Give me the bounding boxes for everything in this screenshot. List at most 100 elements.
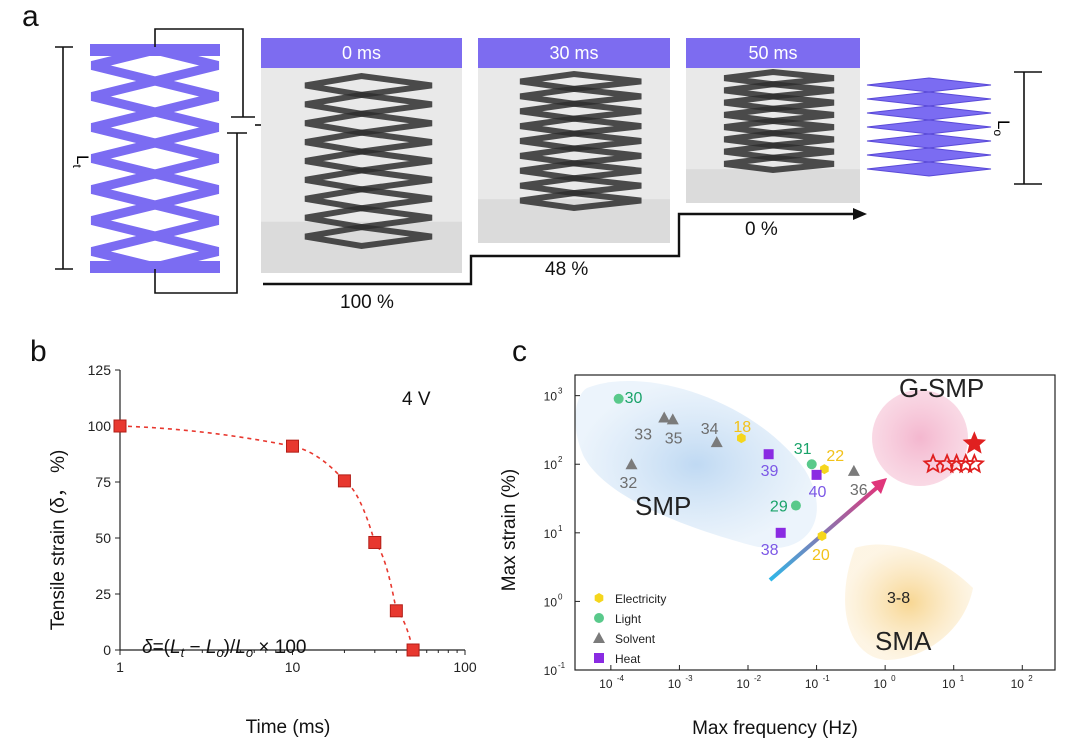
light-marker [790, 500, 801, 511]
light-marker [806, 459, 817, 470]
strain-staircase-arrow [263, 208, 867, 286]
lt-label: Lt [70, 155, 92, 168]
equation-divide: )/ [224, 637, 236, 658]
coil-turn [304, 224, 433, 250]
lattice-compressed-layer [866, 147, 992, 163]
solvent-marker [658, 411, 671, 423]
coil-turn [519, 85, 642, 107]
coil-turn [723, 142, 835, 161]
electricity-marker [594, 593, 604, 603]
point-ref-label: 29 [770, 499, 788, 516]
c-xtick-exponent: 1 [960, 674, 965, 683]
heat-marker [775, 527, 786, 538]
solvent-marker [710, 436, 723, 448]
c-ytick-exponent: -1 [558, 661, 566, 670]
lattice-top [90, 44, 220, 56]
c-xtick-label: 10 [1011, 677, 1025, 691]
b-ylabel: Tensile strain (δ， %) [48, 450, 69, 631]
lattice-compressed-layer [866, 91, 992, 107]
electricity-marker [737, 433, 746, 444]
lattice-compressed-layer [866, 133, 992, 149]
b-data-point [368, 535, 382, 549]
b-ytick-label: 0 [103, 642, 111, 658]
sma-ref-label: 3-8 [887, 590, 910, 607]
coil-turn [304, 167, 433, 193]
coil-turn [519, 190, 642, 212]
solvent-marker [593, 632, 605, 643]
lattice-cell [90, 76, 220, 117]
b-xtick-label: 10 [285, 659, 301, 675]
point-ref-label: 22 [826, 448, 844, 465]
c-ytick-label: 10 [544, 527, 558, 541]
coil-photo-0 [261, 68, 462, 273]
b-data-point [113, 419, 127, 433]
c-ytick-label: 10 [544, 458, 558, 472]
c-xtick-exponent: -1 [823, 674, 831, 683]
c-ytick-exponent: 2 [558, 455, 563, 464]
point-ref-label: 36 [850, 482, 868, 499]
equation-lt-sub: t [181, 645, 186, 660]
c-ytick-exponent: 0 [558, 592, 563, 601]
voltage-label: 4 V [402, 389, 431, 410]
lt-label-text: L [73, 155, 92, 164]
coil-turn [723, 130, 835, 149]
frame-0-strain: 100 % [340, 292, 394, 313]
lt-subscript: t [70, 164, 84, 168]
electricity-marker [820, 464, 829, 475]
coil-turn [304, 129, 433, 155]
coil-turn [304, 205, 433, 231]
c-ytick-exponent: 1 [558, 524, 563, 533]
equation-lt: L [170, 637, 181, 658]
b-data-point [389, 604, 403, 618]
sma-region-label: SMA [875, 626, 932, 656]
c-ytick-label: 10 [544, 664, 558, 678]
point-ref-label: 34 [701, 421, 719, 438]
legend-entry-label: Solvent [615, 632, 656, 646]
strain-equation: δ=(Lt − Lo)/Lo × 100 [142, 637, 306, 660]
point-ref-label: 33 [634, 427, 652, 444]
open-star-marker [963, 452, 986, 474]
coil-turn [304, 110, 433, 136]
lattice-compressed-layer [866, 161, 992, 177]
c-ylabel: Max strain (%) [499, 469, 520, 591]
coil-turn [519, 115, 642, 137]
trend-arrowhead [871, 478, 887, 494]
heat-marker [763, 449, 774, 460]
b-ytick-label: 50 [95, 530, 111, 546]
c-xlabel: Max frequency (Hz) [692, 718, 858, 739]
gsmp-region [872, 390, 968, 486]
heat-marker [811, 469, 822, 480]
equation-lo-denom-sub: o [246, 645, 253, 660]
c-xtick-label: 10 [942, 677, 956, 691]
equation-lo-denom: L [235, 637, 246, 658]
lattice-compressed-layer [866, 105, 992, 121]
equation-equals: =( [153, 637, 171, 658]
coil-turn [723, 68, 835, 88]
b-data-point [286, 439, 299, 453]
coil-turn [519, 70, 642, 92]
coil-turn [304, 91, 433, 117]
solvent-marker [666, 413, 679, 425]
solvent-marker [625, 458, 638, 470]
point-ref-label: 31 [794, 441, 812, 458]
lo-label-text: L [994, 120, 1013, 129]
c-xtick-exponent: -3 [685, 674, 693, 683]
b-ytick-label: 100 [88, 418, 112, 434]
light-marker [613, 393, 624, 404]
c-xtick-label: 10 [668, 677, 682, 691]
frame-1-strain: 48 % [545, 259, 589, 280]
point-ref-label: 32 [619, 475, 637, 492]
sma-region [845, 544, 973, 660]
coil-turn [519, 100, 642, 122]
b-xlabel: Time (ms) [246, 717, 331, 738]
b-xtick-label: 1 [116, 659, 124, 675]
c-xtick-exponent: 2 [1028, 674, 1033, 683]
strain-vs-frequency-chart: 10 -4 10 -3 10 -2 10 -1 10 0 10 1 10 210 -110 010 110 210… [499, 373, 1056, 739]
frame-1-image [478, 68, 670, 243]
photo-shadow [686, 169, 860, 203]
solvent-marker [847, 464, 860, 476]
frame-0-image [261, 68, 462, 273]
c-xtick-label: 10 [736, 677, 750, 691]
lattice-cell [90, 200, 220, 241]
panel-a-label: a [22, 0, 39, 33]
